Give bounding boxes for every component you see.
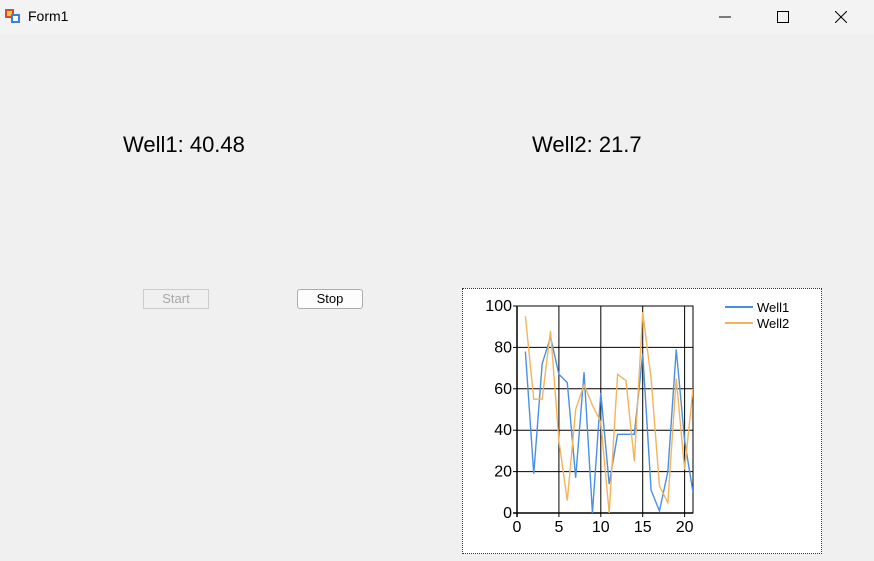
plot-area: [516, 305, 694, 514]
window-title: Form1: [28, 8, 69, 24]
stop-button[interactable]: Stop: [297, 289, 363, 309]
minimize-button[interactable]: [696, 0, 754, 34]
well1-readout: Well1: 40.48: [123, 132, 245, 157]
y-tick-label: 40: [494, 422, 512, 439]
minimize-icon: [719, 16, 731, 18]
start-button[interactable]: Start: [143, 289, 209, 309]
x-tick-label: 20: [676, 519, 694, 536]
y-tick-label: 20: [494, 464, 512, 481]
y-tick-label: 100: [485, 298, 512, 315]
series-line-well2: [524, 312, 693, 513]
close-button[interactable]: [812, 0, 870, 34]
well2-readout: Well2: 21.7: [532, 132, 642, 157]
x-tick-label: 0: [513, 519, 522, 536]
maximize-button[interactable]: [754, 0, 812, 34]
x-tick-label: 5: [554, 519, 563, 536]
close-icon: [835, 11, 847, 23]
title-bar: Form1: [0, 0, 874, 34]
maximize-icon: [777, 11, 789, 23]
x-tick-label: 10: [592, 519, 610, 536]
legend-label-well1: Well1: [757, 300, 789, 315]
legend-label-well2: Well2: [757, 316, 789, 331]
x-tick-label: 15: [634, 519, 652, 536]
y-tick-label: 80: [494, 339, 512, 356]
series-line-well1: [524, 334, 693, 513]
form-app-icon: [5, 9, 20, 23]
y-tick-label: 60: [494, 381, 512, 398]
y-tick-label: 0: [503, 505, 512, 522]
chart-panel: 0 5 10 15 20 0 20 40 60 80 100 Well1 Well2: [462, 288, 822, 554]
